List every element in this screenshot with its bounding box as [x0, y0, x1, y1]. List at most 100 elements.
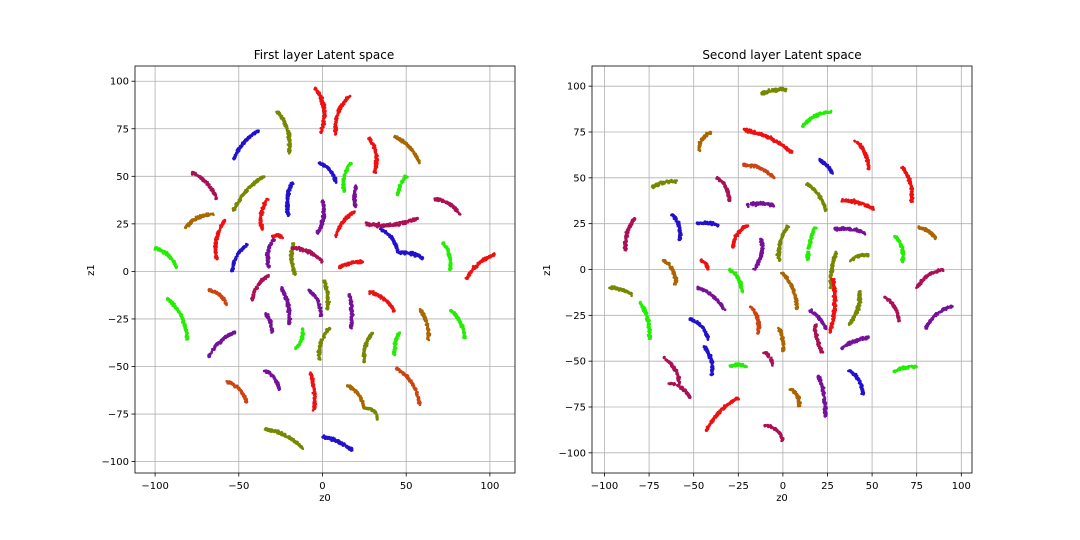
data-point — [191, 171, 194, 174]
data-point — [442, 242, 445, 246]
data-point — [241, 246, 245, 249]
data-point — [374, 148, 377, 152]
data-point — [477, 263, 480, 266]
data-point — [171, 259, 175, 263]
data-point — [322, 205, 326, 208]
data-point — [366, 221, 369, 225]
data-point — [258, 221, 262, 224]
data-point — [257, 281, 261, 285]
data-point — [370, 291, 374, 295]
data-point — [260, 227, 263, 230]
data-point — [354, 260, 358, 264]
data-point — [437, 197, 440, 201]
data-point — [285, 204, 289, 208]
data-point — [397, 332, 401, 335]
data-point — [183, 327, 186, 330]
data-point — [341, 178, 345, 182]
data-point — [323, 112, 327, 115]
data-point — [405, 175, 408, 178]
data-point — [395, 244, 399, 247]
data-point — [334, 126, 338, 129]
data-point — [287, 188, 291, 191]
data-point — [300, 338, 304, 341]
data-point — [324, 109, 327, 113]
data-point — [212, 213, 215, 217]
data-point — [262, 175, 266, 179]
data-point — [224, 299, 227, 302]
data-point — [373, 168, 377, 172]
data-point — [174, 266, 178, 270]
data-point — [383, 225, 386, 228]
data-point — [347, 263, 350, 267]
data-point — [320, 261, 323, 264]
data-point — [250, 182, 254, 186]
data-point — [312, 253, 316, 256]
data-point — [343, 173, 346, 177]
data-point — [183, 226, 187, 229]
data-point — [354, 198, 357, 201]
data-point — [320, 224, 324, 228]
data-point — [354, 187, 358, 191]
data-point — [462, 331, 465, 335]
data-point — [320, 312, 323, 315]
data-point — [421, 312, 424, 315]
data-point — [400, 179, 403, 183]
data-point — [326, 306, 329, 310]
data-point — [172, 305, 176, 308]
data-point — [320, 97, 323, 100]
data-point — [397, 138, 401, 141]
data-point — [326, 165, 329, 169]
data-point — [215, 341, 219, 345]
data-point — [456, 208, 459, 211]
data-point — [271, 238, 275, 242]
data-point — [286, 301, 290, 305]
data-point — [352, 190, 356, 194]
data-point — [322, 115, 326, 118]
data-point — [317, 357, 321, 360]
data-point — [225, 303, 228, 307]
data-point — [317, 161, 321, 165]
data-point — [298, 342, 301, 346]
data-point — [214, 248, 217, 252]
data-point — [351, 261, 355, 264]
data-point — [319, 219, 323, 223]
data-point — [397, 224, 401, 227]
data-point — [287, 319, 291, 322]
data-point — [200, 177, 203, 181]
data-point — [353, 201, 357, 205]
data-point — [342, 263, 345, 267]
data-point — [464, 276, 468, 280]
data-point — [348, 294, 352, 298]
data-point — [168, 300, 171, 304]
data-point — [296, 345, 300, 348]
data-point — [365, 341, 368, 345]
data-point — [462, 325, 465, 329]
data-point — [160, 249, 163, 253]
data-point — [335, 119, 339, 122]
data-point — [415, 156, 419, 159]
data-point — [288, 148, 292, 151]
data-point — [319, 94, 323, 98]
data-point — [491, 252, 495, 256]
data-point — [157, 247, 160, 250]
data-point — [331, 174, 334, 177]
data-point — [272, 234, 275, 237]
data-point — [257, 129, 260, 132]
data-point — [270, 242, 274, 245]
data-point — [259, 216, 263, 219]
data-point — [334, 131, 337, 134]
data-point — [448, 309, 452, 312]
data-point — [319, 306, 323, 310]
data-point — [282, 291, 286, 295]
data-point — [374, 223, 378, 227]
data-point — [243, 191, 247, 194]
data-point — [234, 206, 237, 209]
data-point — [288, 137, 291, 140]
data-point — [245, 189, 248, 193]
data-point — [288, 322, 291, 326]
data-point — [388, 233, 391, 237]
data-point — [210, 289, 214, 293]
data-point — [348, 94, 352, 98]
data-point — [163, 251, 166, 255]
